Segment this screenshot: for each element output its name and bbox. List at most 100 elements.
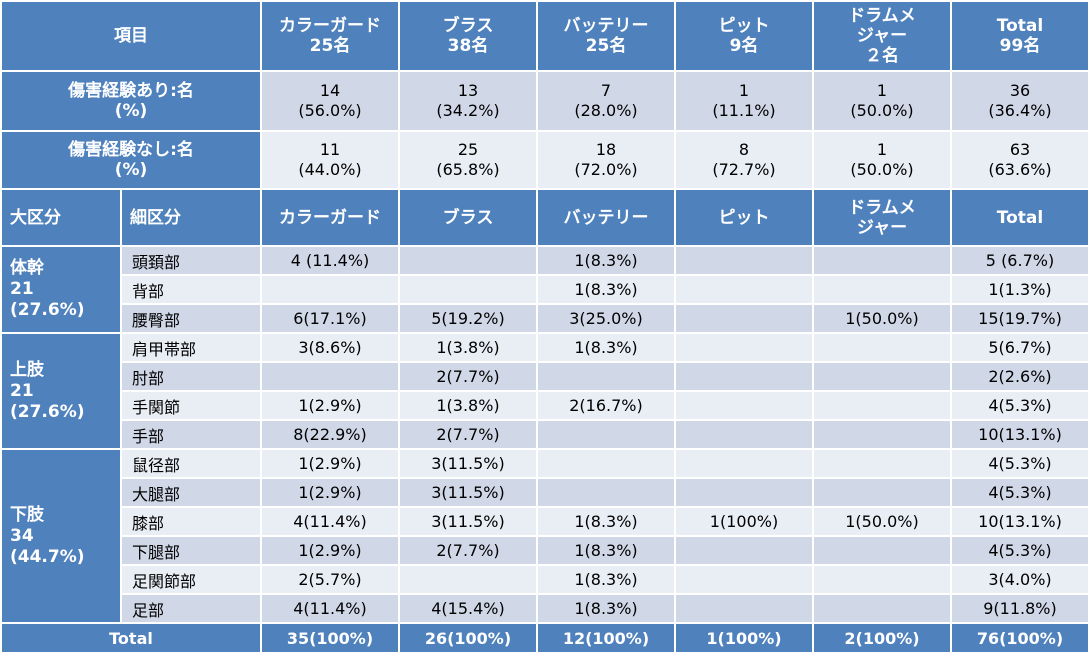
table-cell <box>812 477 952 508</box>
table-cell: 1(8.3%) <box>536 564 676 595</box>
group-label-trunk: 体幹 21 (27.6%) <box>0 245 122 334</box>
table-cell: 1(8.3%) <box>536 332 676 363</box>
table-cell: 1(50.0%) <box>812 506 952 537</box>
group-label-lower-limb: 下肢 34 (44.7%) <box>0 448 122 624</box>
table-cell: 9(11.8%) <box>950 593 1088 624</box>
table-cell <box>398 274 538 305</box>
table-cell <box>674 303 814 334</box>
table-cell <box>812 564 952 595</box>
header-brass: ブラス <box>398 188 538 247</box>
table-cell: 36 (36.4%) <box>950 70 1088 132</box>
table-cell: 8 (72.7%) <box>674 130 814 190</box>
header-drum-major: ドラムメ ジャー ２名 <box>812 0 952 72</box>
table-cell: 4(5.3%) <box>950 535 1088 566</box>
table-cell <box>812 390 952 421</box>
table-cell: 1(2.9%) <box>260 535 400 566</box>
table-cell: 2(5.7%) <box>260 564 400 595</box>
header-brass: ブラス 38名 <box>398 0 538 72</box>
table-cell: 1 (11.1%) <box>674 70 814 132</box>
part-label: 足関節部 <box>120 564 262 595</box>
table-cell: 2(16.7%) <box>536 390 676 421</box>
part-label: 肘部 <box>120 361 262 392</box>
table-cell: 5(6.7%) <box>950 332 1088 363</box>
table-cell: 14 (56.0%) <box>260 70 400 132</box>
table-cell: 12(100%) <box>536 622 676 654</box>
table-cell: 7 (28.0%) <box>536 70 676 132</box>
table-cell: 1(8.3%) <box>536 274 676 305</box>
table-cell: 6(17.1%) <box>260 303 400 334</box>
part-label: 下腿部 <box>120 535 262 566</box>
part-label: 背部 <box>120 274 262 305</box>
table-cell <box>398 564 538 595</box>
table-cell <box>398 245 538 276</box>
table-cell: 1(3.8%) <box>398 390 538 421</box>
table-cell: 35(100%) <box>260 622 400 654</box>
table-cell: 11 (44.0%) <box>260 130 400 190</box>
table-cell <box>812 448 952 479</box>
table-cell: 18 (72.0%) <box>536 130 676 190</box>
table-cell: 2(7.7%) <box>398 361 538 392</box>
part-label: 頭頚部 <box>120 245 262 276</box>
table-cell: 1(2.9%) <box>260 477 400 508</box>
table-row: 腰臀部 6(17.1%) 5(19.2%) 3(25.0%) 1(50.0%) … <box>1 303 1088 334</box>
part-label: 膝部 <box>120 506 262 537</box>
table-cell: 4(5.3%) <box>950 390 1088 421</box>
table-cell: 1(100%) <box>674 622 814 654</box>
table-cell: 1(50.0%) <box>812 303 952 334</box>
table-cell: 1(100%) <box>674 506 814 537</box>
table-cell: 1(3.8%) <box>398 332 538 363</box>
table-cell <box>674 390 814 421</box>
part-label: 大腿部 <box>120 477 262 508</box>
table-cell: 1(8.3%) <box>536 535 676 566</box>
table-cell: 2(100%) <box>812 622 952 654</box>
table-cell: 1 (50.0%) <box>812 70 952 132</box>
header-pit: ピット <box>674 188 814 247</box>
table-cell <box>812 419 952 450</box>
table-cell: 8(22.9%) <box>260 419 400 450</box>
table-cell: 10(13.1%) <box>950 419 1088 450</box>
part-label: 腰臀部 <box>120 303 262 334</box>
table-cell: 1(8.3%) <box>536 593 676 624</box>
header-item: 項目 <box>0 0 262 72</box>
table-cell: 4(5.3%) <box>950 477 1088 508</box>
table-row: 上肢 21 (27.6%) 肩甲帯部 3(8.6%) 1(3.8%) 1(8.3… <box>0 332 1088 450</box>
table-cell: 3(8.6%) <box>260 332 400 363</box>
table-row: 体幹 21 (27.6%) 頭頚部 4 (11.4%) 1(8.3%) 5 (6… <box>0 245 1088 334</box>
table-cell <box>674 564 814 595</box>
group-label-upper-limb: 上肢 21 (27.6%) <box>0 332 122 450</box>
row-label: 傷害経験なし:名 (%) <box>0 130 262 190</box>
table-cell: 5(19.2%) <box>398 303 538 334</box>
header-pit: ピット 9名 <box>674 0 814 72</box>
table-cell <box>260 274 400 305</box>
table-row: 足関節部 2(5.7%) 1(8.3%) 3(4.0%) <box>1 564 1088 595</box>
part-label: 手部 <box>120 419 262 450</box>
table-row: 肘部 2(7.7%) 2(2.6%) <box>1 361 1088 392</box>
detail-header-row: 大区分 細区分 カラーガード ブラス バッテリー ピット ドラムメ ジャー To… <box>0 188 1088 247</box>
table-row: 背部 1(8.3%) 1(1.3%) <box>1 274 1088 305</box>
header-total: Total <box>950 188 1088 247</box>
table-cell <box>536 477 676 508</box>
table-cell <box>812 332 952 363</box>
table-cell: 5 (6.7%) <box>950 245 1088 276</box>
table-row: 手部 8(22.9%) 2(7.7%) 10(13.1%) <box>1 419 1088 450</box>
table-cell <box>674 477 814 508</box>
table-cell: 13 (34.2%) <box>398 70 538 132</box>
table-cell: 4(5.3%) <box>950 448 1088 479</box>
table-cell <box>674 245 814 276</box>
table-cell <box>812 245 952 276</box>
table-cell <box>260 361 400 392</box>
row-label: 傷害経験あり:名 (%) <box>0 70 262 132</box>
table-cell: 63 (63.6%) <box>950 130 1088 190</box>
table-cell: 2(7.7%) <box>398 535 538 566</box>
summary-row-injured: 傷害経験あり:名 (%) 14 (56.0%) 13 (34.2%) 7 (28… <box>0 70 1088 132</box>
total-label: Total <box>0 622 262 654</box>
table-cell <box>812 274 952 305</box>
part-label: 肩甲帯部 <box>120 332 262 363</box>
header-major: 大区分 <box>0 188 122 247</box>
header-total: Total 99名 <box>950 0 1088 72</box>
table-cell: 1(2.9%) <box>260 390 400 421</box>
table-cell <box>674 274 814 305</box>
total-row: Total 35(100%) 26(100%) 12(100%) 1(100%)… <box>0 622 1088 654</box>
table-cell: 3(11.5%) <box>398 477 538 508</box>
